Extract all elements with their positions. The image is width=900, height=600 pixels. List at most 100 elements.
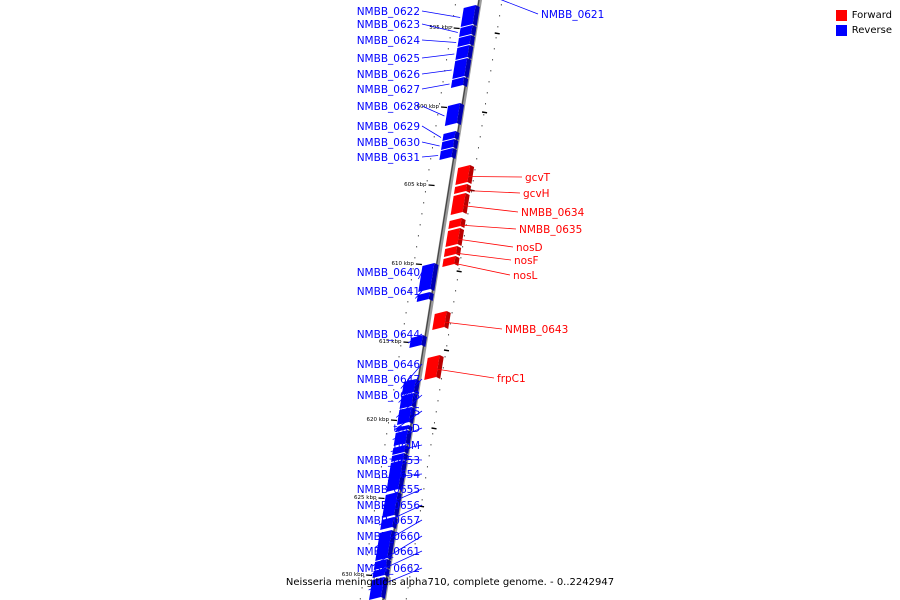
label-NMBB_0662: NMBB_0662: [357, 563, 420, 575]
gene-NMBB_0627-side: [462, 77, 469, 87]
gene-NMBB_0622: [460, 5, 476, 27]
gene-NMBB_0653: [391, 453, 405, 462]
gene-NMBB_0641: [416, 292, 430, 302]
major-tick: [431, 427, 437, 430]
label-NMBB_0640: NMBB_0640: [357, 267, 420, 279]
gene-NMBB_0640: [418, 263, 435, 292]
gene-NMBB_0662: [369, 577, 385, 600]
label-NMBB_0647: NMBB_0647: [357, 374, 420, 386]
leader-line: [462, 205, 519, 213]
leader-line: [421, 105, 445, 117]
major-tick: [481, 111, 488, 114]
major-tick: [443, 349, 450, 352]
gene-nosF: [443, 246, 458, 257]
gene-NMBB_0655: [382, 492, 398, 518]
gene-gcvT: [455, 165, 471, 185]
gene-trmD: [393, 430, 408, 446]
kbp-label: 610 kbp: [391, 261, 414, 267]
leader-line: [390, 444, 423, 452]
leader-line: [407, 333, 423, 344]
gene-NMBB_0627: [450, 77, 465, 88]
gene-NMBB_0634: [450, 193, 466, 215]
label-NMBB_0635: NMBB_0635: [519, 224, 582, 236]
leader-line: [421, 83, 450, 90]
leader-line: [378, 504, 423, 526]
gene-rplS-side: [407, 425, 413, 431]
label-frpC1: frpC1: [497, 373, 526, 385]
gene-NMBB_0660: [373, 559, 388, 570]
label-nosL: nosL: [513, 270, 538, 282]
gene-NMBB_0629-side: [454, 131, 460, 140]
label-NMBB_0656: NMBB_0656: [357, 500, 421, 512]
label-gcvT: gcvT: [525, 172, 551, 184]
gene-NMBB_0653-side: [403, 453, 409, 461]
gene-gcvT-side: [467, 165, 475, 184]
leader-line: [414, 290, 423, 299]
leader-line: [372, 535, 423, 567]
gene-NMBB_0654: [386, 460, 403, 492]
kbp-tick: [366, 574, 373, 577]
kbp-label: 600 kbp: [417, 104, 440, 110]
label-NMBB_0627: NMBB_0627: [357, 84, 420, 96]
kbp-tick: [378, 497, 385, 500]
leader-line: [400, 363, 423, 389]
forward-swatch: [835, 10, 847, 21]
leader-line: [435, 368, 495, 379]
leader-line: [421, 39, 457, 43]
label-NMBB_0643: NMBB_0643: [505, 324, 568, 336]
genome-caption: Neisseria meningitidis alpha710, complet…: [285, 577, 615, 588]
label-nosD: nosD: [516, 242, 543, 254]
kbp-label: 620 kbp: [367, 417, 390, 423]
label-NMBB_0655: NMBB_0655: [357, 484, 420, 496]
gene-nosD: [445, 228, 461, 247]
gene-NMBB_0643-side: [444, 311, 451, 329]
major-tick: [456, 270, 462, 273]
leader-line: [375, 519, 423, 548]
kbp-tick: [428, 184, 435, 187]
leader-line: [421, 125, 442, 138]
leader-line: [466, 176, 523, 178]
gene-NMBB_0654-side: [398, 460, 407, 491]
gene-gcvH: [453, 184, 468, 194]
label-NMBB_0661: NMBB_0661: [357, 546, 420, 558]
label-NMBB_0657: NMBB_0657: [357, 515, 420, 527]
legend-forward-label: Forward: [851, 10, 892, 21]
leader-line: [370, 550, 423, 575]
kbp-label: 615 kbp: [379, 339, 402, 345]
leader-line: [381, 488, 423, 507]
label-NMBB_0629: NMBB_0629: [357, 121, 420, 133]
gene-NMBB_0648-side: [409, 407, 416, 424]
label-NMBB_0625: NMBB_0625: [357, 53, 420, 65]
gene-NMBB_0644: [409, 335, 423, 348]
leader-line: [421, 69, 452, 75]
leader-line: [421, 53, 455, 59]
kbp-label: 605 kbp: [404, 182, 427, 188]
gene-NMBB_0643: [432, 311, 447, 330]
gene-NMBB_0628: [444, 103, 461, 126]
label-trmD: trmD: [393, 423, 420, 435]
leader-line: [452, 262, 511, 276]
kbp-tick: [415, 263, 422, 266]
label-NMBB_0631: NMBB_0631: [357, 152, 420, 164]
leader-line: [393, 410, 423, 431]
gene-NMBB_0640-side: [430, 263, 439, 291]
gene-frpC1: [424, 355, 440, 380]
gene-NMBB_0656-side: [392, 517, 398, 529]
kbp-tick: [453, 27, 460, 30]
gene-NMBB_0629: [442, 131, 456, 141]
gene-NMBB_0661: [372, 568, 386, 578]
gene-NMBB_0647-side: [411, 393, 418, 408]
major-tick: [494, 32, 500, 35]
gene-NMBB_0641-side: [428, 292, 434, 301]
label-rimM: rimM: [393, 440, 420, 452]
gene-NMBB_0661-side: [384, 568, 390, 577]
gene-NMBB_0656: [380, 517, 394, 530]
gene-NMBB_0625-side: [467, 45, 474, 59]
leader-line: [500, 0, 539, 15]
kbp-tick: [390, 419, 398, 422]
label-NMBB_0624: NMBB_0624: [357, 35, 421, 47]
gene-rimM-side: [404, 445, 410, 454]
label-NMBB_0653: NMBB_0653: [357, 455, 420, 467]
